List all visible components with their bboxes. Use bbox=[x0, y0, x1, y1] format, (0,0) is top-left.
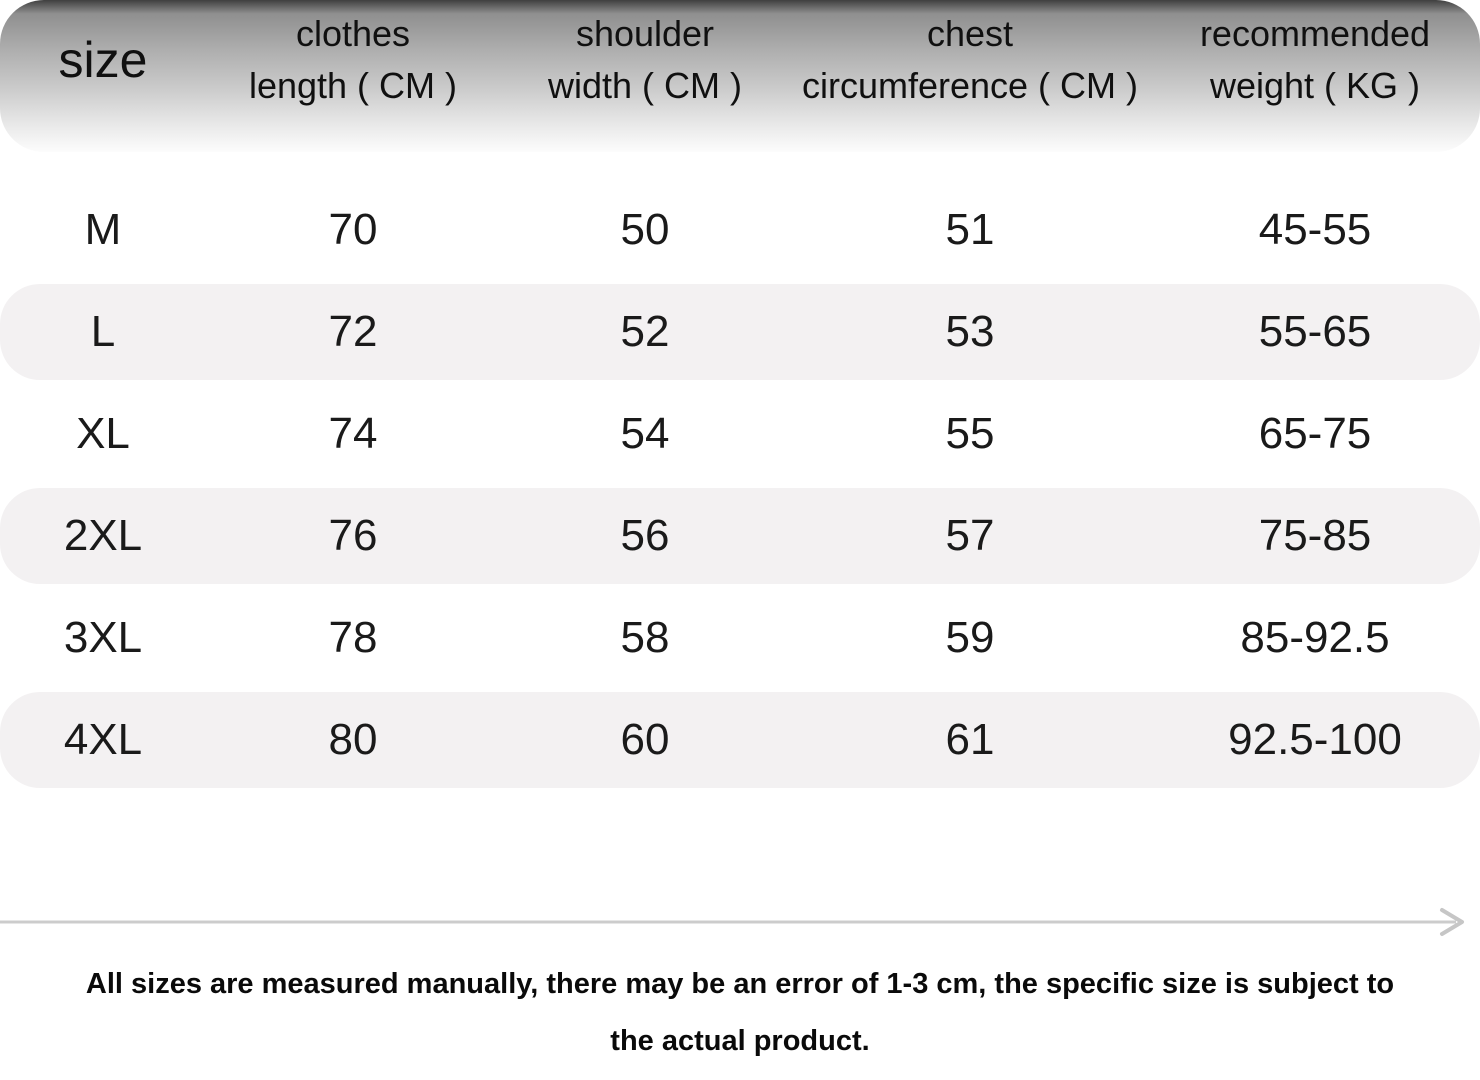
recommended-weight-cell: 45-55 bbox=[1258, 205, 1372, 254]
size-cell: 4XL bbox=[63, 715, 143, 764]
recommended-weight-cell: 55-65 bbox=[1258, 307, 1372, 356]
table-header: size clothes length ( CM ) shoulder widt… bbox=[0, 0, 1480, 152]
note-line: the actual product. bbox=[610, 1025, 870, 1057]
table-row: 3XL 78 58 59 85-92.5 bbox=[0, 590, 1480, 686]
shoulder-width-cell: 50 bbox=[620, 205, 670, 254]
column-header-chest-circumference: chest circumference ( CM ) bbox=[790, 0, 1150, 152]
header-label: clothes bbox=[295, 13, 411, 54]
shoulder-width-cell: 60 bbox=[620, 715, 670, 764]
column-header-size: size bbox=[0, 0, 206, 152]
footer-note: All sizes are measured manually, there m… bbox=[0, 956, 1480, 1070]
clothes-length-cell: 72 bbox=[328, 307, 378, 356]
clothes-length-cell: 80 bbox=[328, 715, 378, 764]
recommended-weight-cell: 65-75 bbox=[1258, 409, 1372, 458]
header-label: shoulder bbox=[575, 13, 715, 54]
shoulder-width-cell: 58 bbox=[620, 613, 670, 662]
chest-circumference-cell: 57 bbox=[945, 511, 995, 560]
chest-circumference-cell: 53 bbox=[945, 307, 995, 356]
column-header-recommended-weight: recommended weight ( KG ) bbox=[1150, 0, 1480, 152]
column-header-shoulder-width: shoulder width ( CM ) bbox=[500, 0, 790, 152]
header-label: length ( CM ) bbox=[248, 65, 458, 106]
table-row: XL 74 54 55 65-75 bbox=[0, 386, 1480, 482]
table-row: 4XL 80 60 61 92.5-100 bbox=[0, 692, 1480, 788]
chest-circumference-cell: 55 bbox=[945, 409, 995, 458]
clothes-length-cell: 76 bbox=[328, 511, 378, 560]
header-label: chest bbox=[926, 13, 1014, 54]
recommended-weight-cell: 92.5-100 bbox=[1228, 715, 1402, 764]
table-body: M 70 50 51 45-55 L 72 52 53 55-65 XL 74 … bbox=[0, 176, 1480, 794]
size-cell: M bbox=[84, 205, 122, 254]
size-cell: XL bbox=[76, 409, 130, 458]
shoulder-width-cell: 52 bbox=[620, 307, 670, 356]
table-row: L 72 52 53 55-65 bbox=[0, 284, 1480, 380]
shoulder-width-cell: 54 bbox=[620, 409, 670, 458]
clothes-length-cell: 74 bbox=[328, 409, 378, 458]
table-row: M 70 50 51 45-55 bbox=[0, 182, 1480, 278]
clothes-length-cell: 70 bbox=[328, 205, 378, 254]
column-header-clothes-length: clothes length ( CM ) bbox=[206, 0, 500, 152]
header-label: weight ( KG ) bbox=[1209, 65, 1421, 106]
size-cell: 3XL bbox=[63, 613, 143, 662]
header-label: width ( CM ) bbox=[547, 65, 742, 106]
header-label: size bbox=[58, 32, 148, 88]
chest-circumference-cell: 59 bbox=[945, 613, 995, 662]
shoulder-width-cell: 56 bbox=[620, 511, 670, 560]
divider-arrow-icon bbox=[0, 908, 1464, 936]
note-line: All sizes are measured manually, there m… bbox=[85, 968, 1395, 1000]
table-row: 2XL 76 56 57 75-85 bbox=[0, 488, 1480, 584]
chest-circumference-cell: 61 bbox=[945, 715, 995, 764]
size-cell: L bbox=[90, 307, 116, 356]
recommended-weight-cell: 75-85 bbox=[1258, 511, 1372, 560]
header-label: circumference ( CM ) bbox=[801, 65, 1139, 106]
recommended-weight-cell: 85-92.5 bbox=[1240, 613, 1390, 662]
size-cell: 2XL bbox=[63, 511, 143, 560]
chest-circumference-cell: 51 bbox=[945, 205, 995, 254]
header-label: recommended bbox=[1199, 13, 1431, 54]
clothes-length-cell: 78 bbox=[328, 613, 378, 662]
